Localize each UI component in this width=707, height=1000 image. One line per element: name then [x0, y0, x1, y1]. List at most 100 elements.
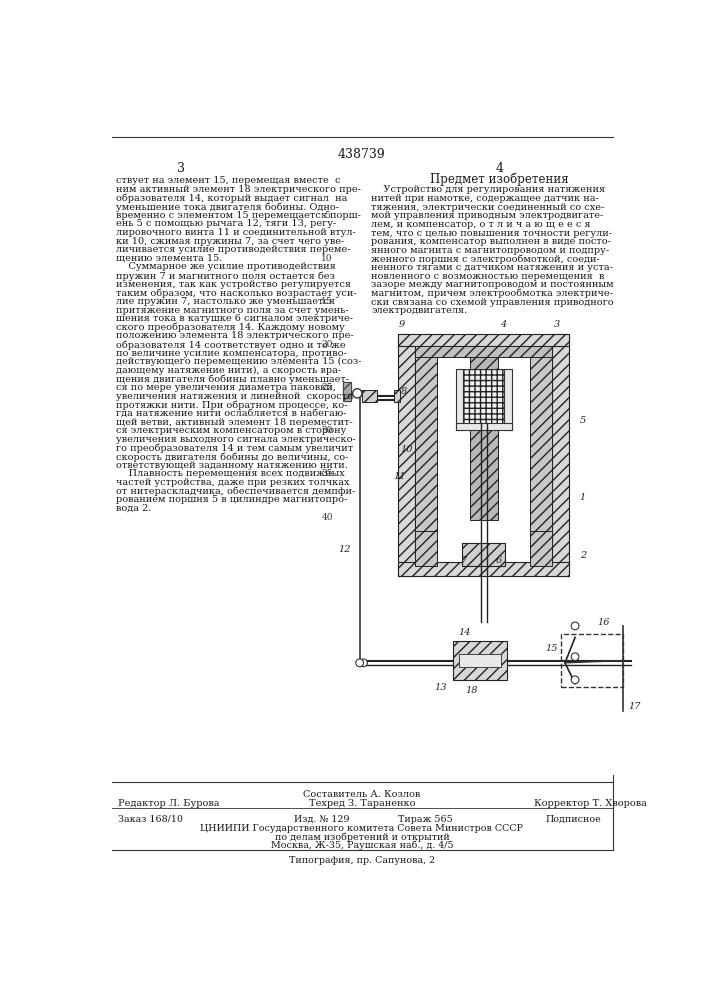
Text: 17: 17: [629, 702, 641, 711]
Circle shape: [571, 676, 579, 684]
Circle shape: [353, 389, 362, 398]
Text: щей ветви, активный элемент 18 переместит-: щей ветви, активный элемент 18 перемести…: [115, 418, 352, 427]
Bar: [464, 369, 504, 423]
Text: 35: 35: [321, 469, 333, 478]
Text: 10: 10: [400, 445, 412, 454]
Bar: [452, 641, 507, 680]
Text: скорость двигателя бобины до величины, со-: скорость двигателя бобины до величины, с…: [115, 452, 348, 462]
Text: от нитераскладчика, обеспечивается демпфи-: от нитераскладчика, обеспечивается демпф…: [115, 487, 355, 496]
Text: 15: 15: [321, 297, 333, 306]
Text: 6: 6: [496, 556, 502, 565]
Text: временно с элементом 15 перемещается порш-: временно с элементом 15 перемещается пор…: [115, 211, 361, 220]
Text: мой управления приводным электродвигате-: мой управления приводным электродвигате-: [371, 211, 604, 220]
Text: ним активный элемент 18 электрического пре-: ним активный элемент 18 электрического п…: [115, 185, 361, 194]
Text: 14: 14: [458, 628, 470, 637]
Bar: [416, 531, 437, 566]
Text: Плавность перемещения всех подвижных: Плавность перемещения всех подвижных: [115, 469, 344, 478]
Bar: [561, 634, 623, 687]
Bar: [398, 334, 416, 576]
Circle shape: [360, 659, 368, 667]
Text: Типография, пр. Сапунова, 2: Типография, пр. Сапунова, 2: [289, 856, 435, 865]
Text: 10: 10: [321, 254, 333, 263]
Text: рованием поршня 5 в цилиндре магнитопро-: рованием поршня 5 в цилиндре магнитопро-: [115, 495, 346, 504]
Text: женного поршня с электрообмоткой, соеди-: женного поршня с электрообмоткой, соеди-: [371, 254, 600, 264]
Text: личивается усилие противодействия переме-: личивается усилие противодействия переме…: [115, 245, 350, 254]
Text: новленного с возможностью перемещения  в: новленного с возможностью перемещения в: [371, 272, 604, 281]
Text: увеличения выходного сигнала электрическо-: увеличения выходного сигнала электрическ…: [115, 435, 355, 444]
Text: Составитель А. Козлов: Составитель А. Козлов: [303, 790, 421, 799]
Text: таким образом, что насколько возрастает уси-: таким образом, что насколько возрастает …: [115, 288, 356, 298]
Text: 12: 12: [338, 545, 351, 554]
Text: тем, что с целью повышения точности регули-: тем, что с целью повышения точности регу…: [371, 229, 612, 238]
Text: изменения, так как устройство регулируется: изменения, так как устройство регулирует…: [115, 280, 351, 289]
Text: положению элемента 18 электрического пре-: положению элемента 18 электрического пре…: [115, 331, 353, 340]
Text: лем, и компенсатор, о т л и ч а ю щ е е с я: лем, и компенсатор, о т л и ч а ю щ е е …: [371, 220, 591, 229]
Text: 7: 7: [461, 556, 467, 565]
Text: 11: 11: [394, 472, 407, 481]
Text: 18: 18: [466, 686, 478, 695]
Text: ся электрическим компенсатором в сторону: ся электрическим компенсатором в сторону: [115, 426, 346, 435]
Text: вода 2.: вода 2.: [115, 504, 151, 513]
Text: увеличения натяжения и линейной  скорости: увеличения натяжения и линейной скорости: [115, 392, 353, 401]
Bar: [398, 334, 569, 346]
Text: 9: 9: [399, 320, 405, 329]
Text: рования, компенсатор выполнен в виде посто-: рования, компенсатор выполнен в виде пос…: [371, 237, 611, 246]
Bar: [462, 543, 506, 566]
Text: уменьшение тока двигателя бобины. Одно-: уменьшение тока двигателя бобины. Одно-: [115, 202, 339, 212]
Text: образователя 14, который выдает сигнал  на: образователя 14, который выдает сигнал н…: [115, 193, 347, 203]
Text: образователя 14 соответствует одно и то же: образователя 14 соответствует одно и то …: [115, 340, 345, 350]
Bar: [459, 654, 501, 667]
Text: 15: 15: [546, 644, 558, 653]
Text: ского преобразователя 14. Каждому новому: ского преобразователя 14. Каждому новому: [115, 323, 344, 332]
Text: ствует на элемент 15, перемещая вместе  с: ствует на элемент 15, перемещая вместе с: [115, 176, 340, 185]
Bar: [552, 334, 569, 576]
Bar: [394, 389, 400, 402]
Text: частей устройства, даже при резких толчках: частей устройства, даже при резких толчк…: [115, 478, 349, 487]
Text: 30: 30: [322, 426, 333, 435]
Text: магнитом, причем электрообмотка электриче-: магнитом, причем электрообмотка электрич…: [371, 289, 613, 298]
Bar: [504, 369, 512, 430]
Text: нитей при намотке, содержащее датчик на-: нитей при намотке, содержащее датчик на-: [371, 194, 599, 203]
Text: Тираж 565: Тираж 565: [398, 815, 453, 824]
Text: 5: 5: [580, 416, 586, 425]
Text: 16: 16: [597, 618, 610, 627]
Circle shape: [571, 622, 579, 630]
Text: 20: 20: [322, 340, 333, 349]
Text: пружин 7 и магнитного поля остается без: пружин 7 и магнитного поля остается без: [115, 271, 334, 281]
Text: Заказ 168/10: Заказ 168/10: [118, 815, 182, 824]
Text: 8: 8: [401, 387, 407, 396]
Bar: [398, 562, 569, 576]
Text: зазоре между магнитопроводом и постоянным: зазоре между магнитопроводом и постоянны…: [371, 280, 614, 289]
Text: Москва, Ж-35, Раушская наб., д. 4/5: Москва, Ж-35, Раушская наб., д. 4/5: [271, 841, 453, 850]
Text: Суммарное же усилие противодействия: Суммарное же усилие противодействия: [115, 262, 335, 271]
Text: ответствующей заданному натяжению нити.: ответствующей заданному натяжению нити.: [115, 461, 347, 470]
Text: гда натяжение нити ослабляется в набегаю-: гда натяжение нити ослабляется в набегаю…: [115, 409, 346, 418]
Circle shape: [356, 659, 363, 667]
Bar: [469, 357, 498, 520]
Text: Изд. № 129: Изд. № 129: [293, 815, 349, 824]
Text: щения двигателя бобины плавно уменьшает-: щения двигателя бобины плавно уменьшает-: [115, 375, 349, 384]
Bar: [456, 423, 512, 430]
Text: 3: 3: [177, 162, 185, 175]
Text: Техред З. Тараненко: Техред З. Тараненко: [309, 799, 415, 808]
Text: тяжения, электрически соединенный со схе-: тяжения, электрически соединенный со схе…: [371, 203, 604, 212]
Text: ЦНИИПИ Государственного комитета Совета Министров СССР: ЦНИИПИ Государственного комитета Совета …: [201, 824, 523, 833]
Text: янного магнита с магнитопроводом и подпру-: янного магнита с магнитопроводом и подпр…: [371, 246, 609, 255]
Bar: [344, 382, 351, 401]
Text: действующего перемещению элемента 15 (соз-: действующего перемещению элемента 15 (со…: [115, 357, 361, 366]
Text: по делам изобретений и открытий: по делам изобретений и открытий: [274, 832, 450, 842]
Text: 4: 4: [500, 320, 506, 329]
Text: 1: 1: [580, 493, 586, 502]
Bar: [416, 346, 552, 357]
Circle shape: [571, 653, 579, 661]
Text: притяжение магнитного поля за счет умень-: притяжение магнитного поля за счет умень…: [115, 306, 348, 315]
Text: Редактор Л. Бурова: Редактор Л. Бурова: [118, 799, 219, 808]
Text: 4: 4: [495, 162, 503, 175]
Text: щению элемента 15.: щению элемента 15.: [115, 254, 222, 263]
Text: электродвигателя.: электродвигателя.: [371, 306, 467, 315]
Polygon shape: [344, 382, 351, 401]
Text: 40: 40: [321, 513, 333, 522]
Text: го преобразователя 14 и тем самым увеличит: го преобразователя 14 и тем самым увелич…: [115, 444, 353, 453]
Text: лировочного винта 11 и соединительной втул-: лировочного винта 11 и соединительной вт…: [115, 228, 355, 237]
Text: ки 10, сжимая пружины 7, за счет чего уве-: ки 10, сжимая пружины 7, за счет чего ув…: [115, 237, 344, 246]
